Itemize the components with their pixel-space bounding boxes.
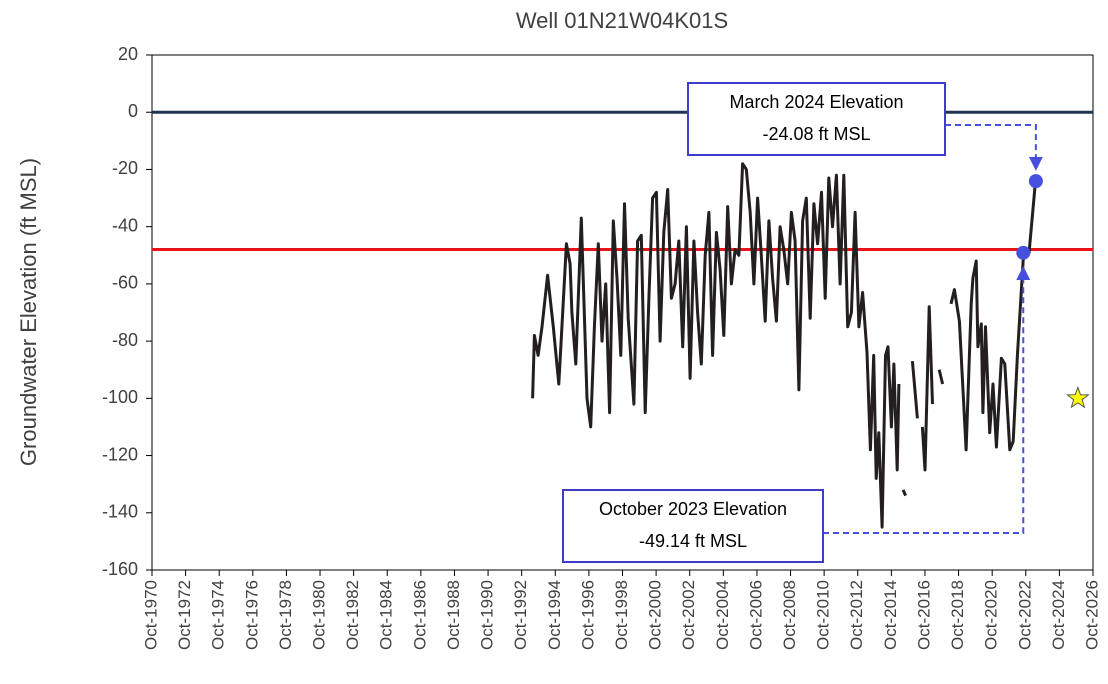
x-tick-label: Oct-1998: [612, 580, 631, 650]
x-tick-label: Oct-2008: [780, 580, 799, 650]
annotation-text: -24.08 ft MSL: [762, 124, 870, 144]
y-tick-label: -140: [102, 502, 138, 522]
x-tick-label: Oct-1986: [410, 580, 429, 650]
annotation-box: [687, 82, 946, 156]
x-tick-label: Oct-2022: [1015, 580, 1034, 650]
x-tick-label: Oct-2002: [679, 580, 698, 650]
x-tick-label: Oct-1996: [578, 580, 597, 650]
y-tick-label: 0: [128, 101, 138, 121]
chart-title: Well 01N21W04K01S: [516, 8, 728, 33]
annotation-text: October 2023 Elevation: [599, 499, 787, 519]
y-tick-label: -40: [112, 215, 138, 235]
x-tick-label: Oct-1994: [545, 580, 564, 650]
highlight-point: [1028, 174, 1043, 189]
x-tick-label: Oct-1992: [511, 580, 530, 650]
x-tick-label: Oct-2016: [914, 580, 933, 650]
x-tick-label: Oct-1980: [310, 580, 329, 650]
x-tick-label: Oct-1974: [209, 580, 228, 650]
x-tick-label: Oct-1978: [276, 580, 295, 650]
x-tick-label: Oct-2010: [814, 580, 833, 650]
y-tick-label: -100: [102, 387, 138, 407]
annotation-text: -49.14 ft MSL: [639, 531, 747, 551]
connector: [823, 266, 1031, 534]
x-tick-label: Oct-1984: [377, 580, 396, 650]
x-tick-label: Oct-1988: [444, 580, 463, 650]
x-tick-label: Oct-2026: [1082, 580, 1101, 650]
y-tick-label: -160: [102, 559, 138, 579]
x-tick-label: Oct-2006: [746, 580, 765, 650]
x-tick-label: Oct-2024: [1049, 580, 1068, 650]
x-tick-label: Oct-1970: [141, 580, 160, 650]
star-marker: [1065, 385, 1090, 409]
x-tick-label: Oct-2004: [713, 580, 732, 650]
x-tick-label: Oct-1972: [175, 580, 194, 650]
annotation-text: March 2024 Elevation: [729, 92, 903, 112]
annotation-box: [562, 489, 824, 563]
y-tick-label: -20: [112, 158, 138, 178]
y-tick-label: -80: [112, 330, 138, 350]
x-tick-label: Oct-1990: [478, 580, 497, 650]
y-tick-label: 20: [118, 44, 138, 64]
x-tick-label: Oct-2000: [646, 580, 665, 650]
y-tick-label: -120: [102, 444, 138, 464]
y-axis-label: Groundwater Elevation (ft MSL): [16, 158, 41, 466]
y-tick-label: -60: [112, 273, 138, 293]
x-tick-label: Oct-2018: [948, 580, 967, 650]
x-tick-label: Oct-1982: [343, 580, 362, 650]
highlight-point: [1016, 245, 1031, 260]
data-line: [531, 162, 1038, 529]
connector: [945, 124, 1043, 171]
x-tick-label: Oct-1976: [242, 580, 261, 650]
x-tick-label: Oct-2012: [847, 580, 866, 650]
x-tick-label: Oct-2014: [881, 580, 900, 650]
x-tick-label: Oct-2020: [982, 580, 1001, 650]
